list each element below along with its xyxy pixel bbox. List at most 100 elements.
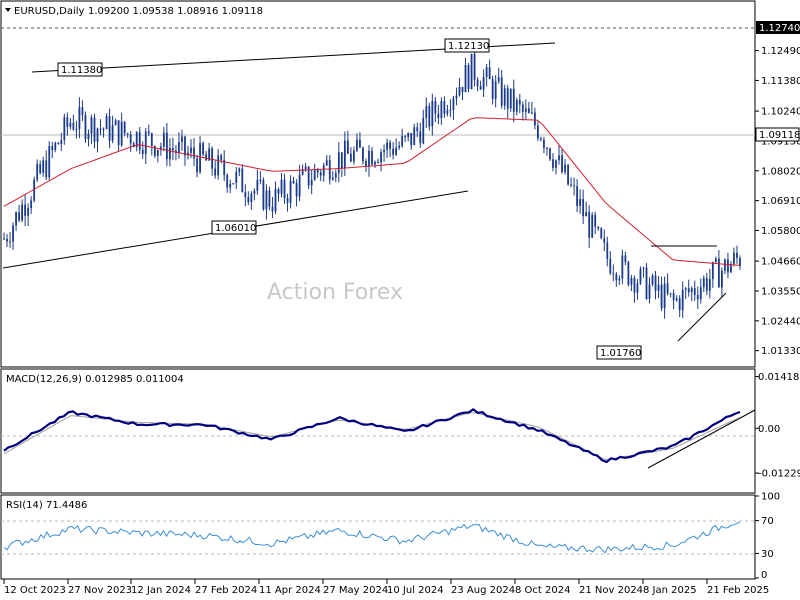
dropdown-triangle-icon[interactable] [5,8,11,12]
candle-body [503,88,506,106]
candle-body [208,148,211,161]
candle-body [666,283,669,294]
price-tick-label: 1.04660 [761,257,800,268]
candle-body [346,140,349,154]
candle-body [594,214,597,227]
candle-body [633,277,636,293]
candle-body [301,169,304,175]
candle-body [730,263,732,273]
candle-body [39,164,42,174]
candle-body [497,77,500,82]
date-tick-label: 21 Feb 2025 [707,585,769,596]
candle-body [434,101,437,114]
price-tick-label: 1.01330 [761,346,800,357]
price-tag-last: 1.09118 [755,127,800,142]
candle-body [500,77,503,106]
candle-body [452,98,455,110]
date-tick-label: 23 Aug 2024 [451,585,515,596]
candle-body [395,147,398,155]
rising-support-line [677,292,727,342]
candle-body [226,174,229,188]
candle-body [470,53,473,90]
candle-body [425,105,428,118]
candle-body [724,259,726,271]
candle-body [380,152,382,163]
candle-body [630,277,633,285]
candle-body [18,212,20,221]
candle-body [325,160,328,166]
candle-body [684,288,687,290]
candle-body [530,112,533,114]
candle-body [609,259,612,274]
candle-body [349,153,352,162]
candle-body [687,288,690,293]
rsi-tick-label: 30 [761,549,774,560]
candle-body [636,283,639,293]
date-tick-label: 10 Jul 2024 [387,585,444,596]
candle-body [238,168,241,172]
rsi-panel [0,494,756,580]
date-tick-label: 8 Oct 2024 [515,585,570,596]
ohlc-values: 1.09200 1.09538 1.08916 1.09118 [88,6,263,17]
candle-body [353,150,355,162]
rsi-tick-label: 100 [761,492,780,503]
candle-body [645,267,648,299]
candle-body [165,132,168,160]
price-tick-label: 1.05800 [761,226,800,237]
rsi-tick-label: 70 [761,516,774,527]
candle-body [464,64,467,93]
candle-body [256,179,259,191]
candle-body [253,190,256,194]
candle-body [398,145,401,148]
date-tick-label: 27 Nov 2023 [68,585,132,596]
candle-body [521,104,524,112]
candle-body [184,136,186,156]
candle-body [419,131,422,144]
candle-body [546,148,548,150]
candle-body [72,122,75,130]
candle-body [283,179,286,198]
candle-body [597,226,600,229]
candle-body [313,169,316,181]
candle-body [356,139,358,151]
date-tick-label: 12 Jan 2024 [131,585,191,596]
candle-body [515,100,518,112]
candle-body [54,142,57,150]
svg-text:1.12130: 1.12130 [448,41,489,52]
candle-body [141,149,144,155]
candle-body [588,212,591,238]
candle-body [48,146,51,178]
rsi-tick-label: 0 [761,570,767,581]
svg-text:1.06010: 1.06010 [215,223,256,234]
candle-body [359,139,361,148]
candle-body [262,179,265,210]
candle-body [711,261,714,279]
macd-panel [0,368,756,494]
rsi-line [3,521,741,554]
candle-body [473,53,476,80]
candle-body [42,160,45,174]
candle-body [365,161,367,167]
candle-body [428,105,431,127]
candle-body [78,107,81,129]
candle-body [340,152,343,168]
candle-body [699,287,702,300]
candle-body [431,101,434,127]
candle-body [570,184,572,186]
candle-body [690,288,693,293]
candle-body [123,121,126,134]
candle-body [422,117,425,144]
candle-body [524,108,527,112]
candle-body [120,121,123,146]
candle-body [386,142,388,151]
symbol-label: EURUSD,Daily [14,6,85,17]
candle-body [295,183,298,197]
candle-body [274,189,277,212]
level-label-3: 1.06010 [211,220,257,235]
candle-body [558,155,560,161]
candle-body [579,198,582,206]
price-tick-label: 1.10240 [761,107,800,118]
candle-body [172,148,174,151]
